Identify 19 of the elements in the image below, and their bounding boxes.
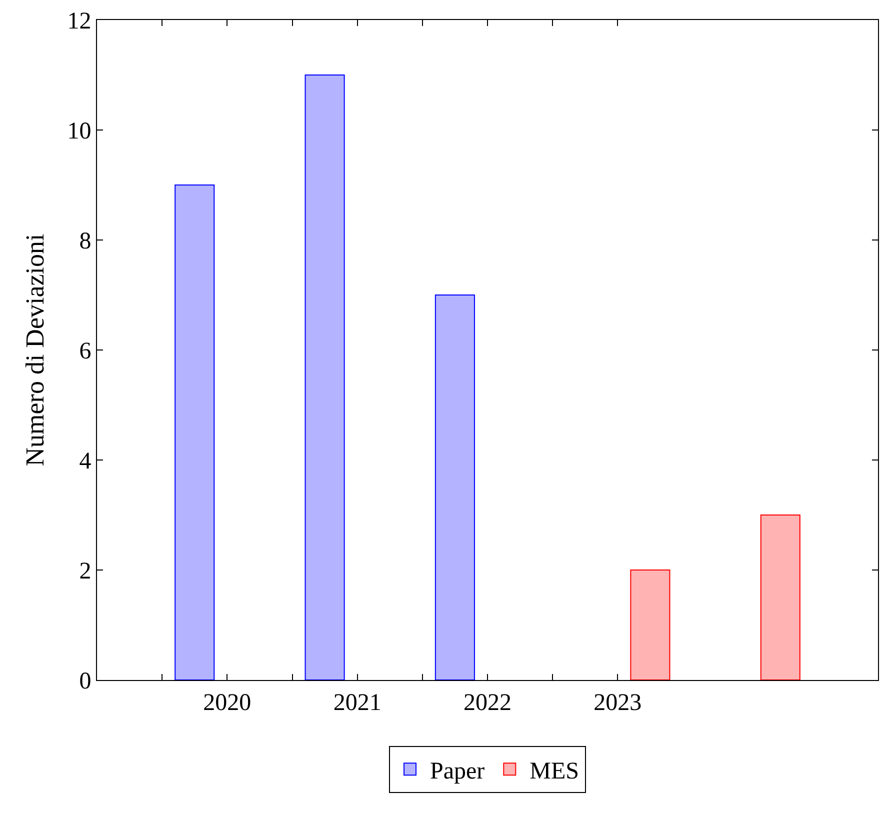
y-tick-label: 0 — [79, 668, 92, 694]
y-tick-label: 6 — [79, 338, 92, 364]
x-tick-label: 2020 — [203, 690, 252, 716]
y-tick-label: 10 — [67, 118, 92, 144]
y-tick-label: 12 — [67, 8, 92, 34]
legend-label: MES — [530, 758, 580, 784]
y-tick-label: 4 — [79, 448, 92, 474]
x-tick-label: 2021 — [333, 690, 382, 716]
y-tick-label: 2 — [79, 558, 92, 584]
x-tick-label: 2022 — [464, 690, 512, 716]
bar — [760, 514, 800, 680]
bar — [434, 294, 475, 680]
x-tick-label: 2023 — [594, 690, 642, 716]
legend-label: Paper — [430, 758, 485, 784]
bar — [174, 184, 215, 680]
y-tick-label: 8 — [79, 228, 92, 254]
bar — [304, 74, 345, 680]
bar — [630, 570, 670, 680]
y-axis-title: Numero di Deviazioni — [20, 234, 50, 466]
